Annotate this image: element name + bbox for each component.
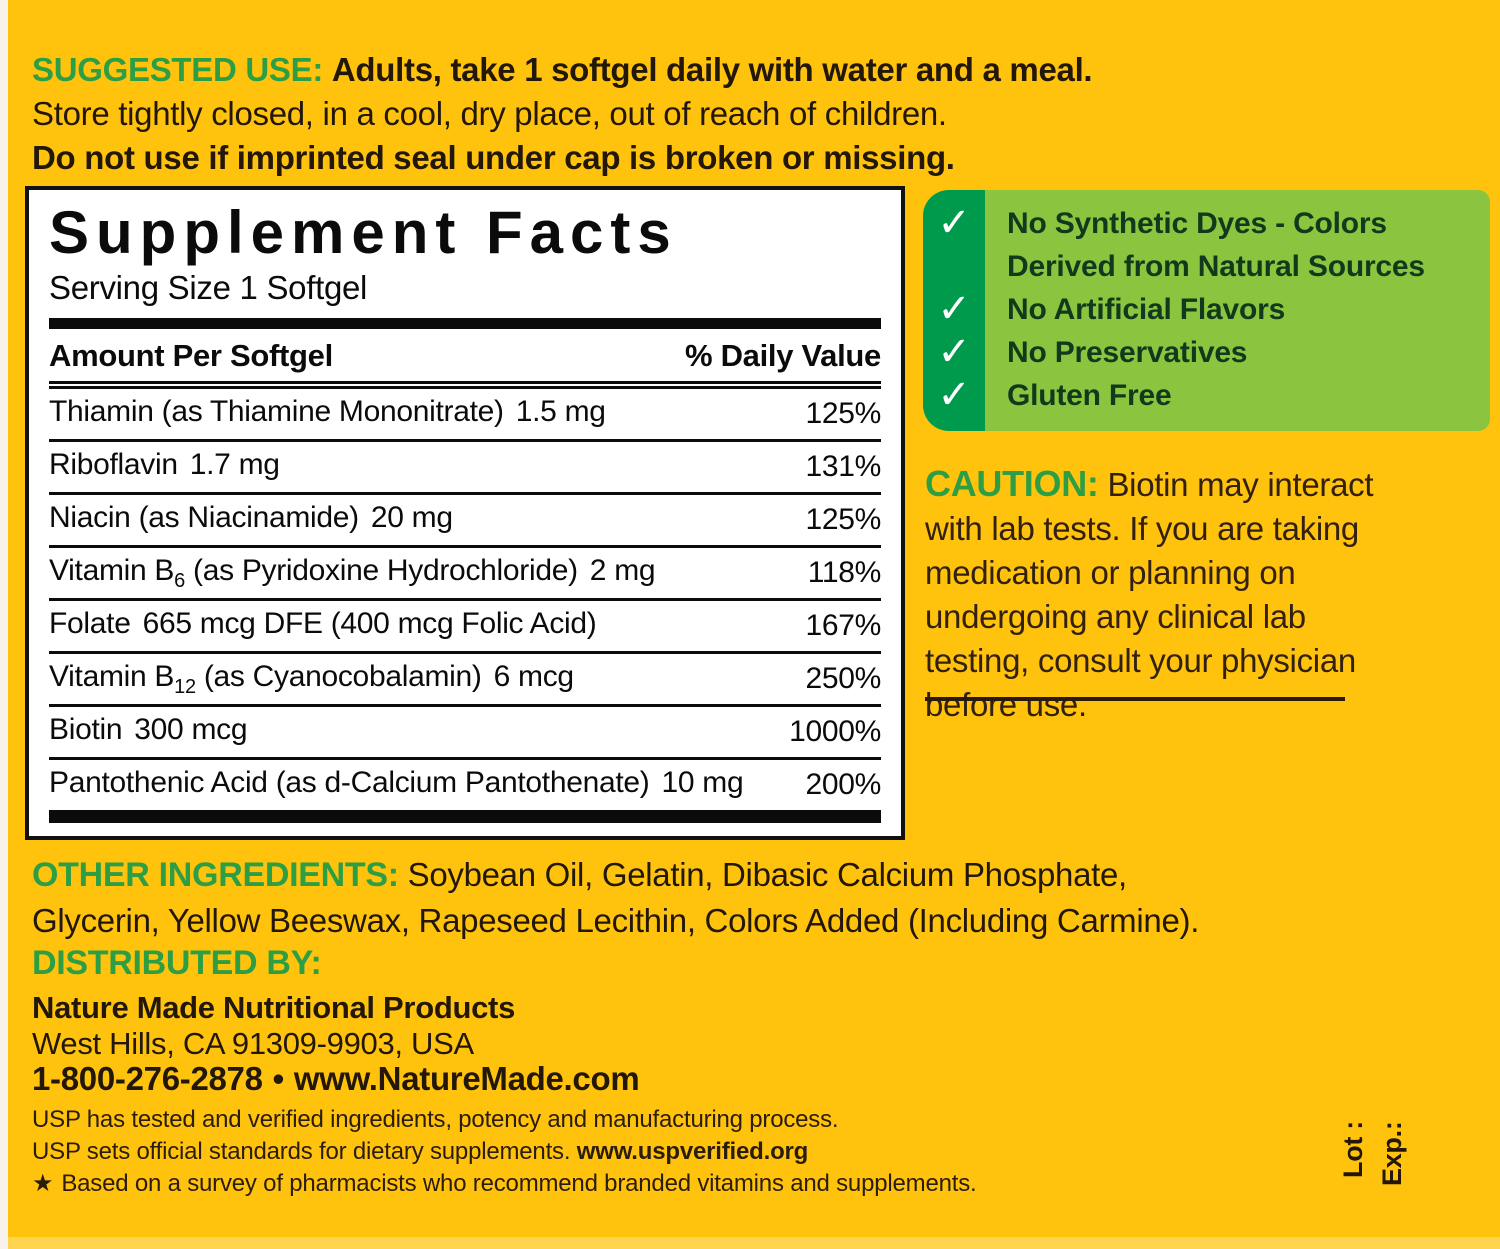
- daily-value: 250%: [805, 662, 881, 695]
- phone-number: 1-800-276-2878: [32, 1060, 263, 1097]
- benefit-label: No Artificial Flavors: [1007, 293, 1286, 326]
- checkmark-icon: ✓: [937, 330, 971, 374]
- table-row: Riboflavin 1.7 mg 131%: [49, 442, 881, 495]
- suggested-use-heading: SUGGESTED USE:: [32, 51, 324, 88]
- table-row: Thiamin (as Thiamine Mononitrate) 1.5 mg …: [49, 389, 881, 442]
- caution-block: CAUTION: Biotin may interact with lab te…: [925, 462, 1417, 727]
- caution-heading: CAUTION:: [925, 463, 1099, 504]
- nutrient-name: Vitamin B12 (as Cyanocobalamin) 6 mcg: [49, 659, 575, 698]
- benefit-label: Gluten Free: [1007, 379, 1172, 412]
- table-row: Pantothenic Acid (as d-Calcium Pantothen…: [49, 760, 881, 810]
- column-header-amount: Amount Per Softgel: [49, 338, 333, 373]
- website-url: www.NatureMade.com: [293, 1060, 640, 1097]
- nutrient-amount: 10 mg: [661, 765, 744, 799]
- company-address: West Hills, CA 91309-9903, USA: [32, 1026, 474, 1061]
- nutrient-name: Pantothenic Acid (as d-Calcium Pantothen…: [49, 765, 744, 799]
- table-row: Vitamin B6 (as Pyridoxine Hydrochloride)…: [49, 548, 881, 601]
- benefit-label: No Preservatives: [1007, 336, 1248, 369]
- daily-value: 125%: [805, 503, 881, 536]
- nutrient-amount: 1.7 mg: [189, 447, 280, 481]
- daily-value: 1000%: [789, 715, 881, 748]
- suggested-use-block: SUGGESTED USE: Adults, take 1 softgel da…: [32, 48, 1162, 180]
- nutrient-amount: 665 mcg DFE (400 mcg Folic Acid): [142, 606, 597, 640]
- nutrient-name: Folate 665 mcg DFE (400 mcg Folic Acid): [49, 606, 597, 640]
- distributed-by-heading: DISTRIBUTED BY:: [32, 944, 322, 982]
- caution-text: Biotin may interact with lab tests. If y…: [925, 466, 1374, 723]
- daily-value: 131%: [805, 450, 881, 483]
- suggested-use-text: Adults, take 1 softgel daily with water …: [331, 51, 1093, 88]
- nutrient-name: Riboflavin 1.7 mg: [49, 447, 280, 481]
- benefit-label: No Synthetic Dyes - Colors Derived from …: [1007, 207, 1425, 283]
- daily-value: 167%: [805, 609, 881, 642]
- benefits-panel: ✓ No Synthetic Dyes - Colors Derived fro…: [923, 190, 1490, 431]
- daily-value: 125%: [805, 397, 881, 430]
- checkmark-icon: ✓: [937, 373, 971, 417]
- daily-value: 118%: [807, 556, 882, 589]
- benefit-item: ✓ Gluten Free: [923, 374, 1490, 417]
- bottom-edge-strip: [8, 1237, 1500, 1249]
- exp-label: Exp.:: [1377, 1121, 1407, 1186]
- thick-rule-bottom: [49, 810, 881, 823]
- company-name: Nature Made Nutritional Products: [32, 990, 516, 1025]
- nutrient-name: Thiamin (as Thiamine Mononitrate) 1.5 mg: [49, 394, 606, 428]
- thick-rule: [49, 318, 881, 329]
- benefits-check-strip: [923, 190, 985, 431]
- serving-size: Serving Size 1 Softgel: [49, 269, 368, 306]
- suggested-use-line1: SUGGESTED USE: Adults, take 1 softgel da…: [32, 48, 1162, 92]
- usp-note-3: ★ Based on a survey of pharmacists who re…: [32, 1170, 977, 1197]
- storage-instructions: Store tightly closed, in a cool, dry pla…: [32, 95, 947, 132]
- nutrient-name: Niacin (as Niacinamide) 20 mg: [49, 500, 453, 534]
- other-ingredients-heading: OTHER INGREDIENTS:: [32, 856, 399, 894]
- nutrient-amount: 6 mcg: [493, 659, 575, 693]
- daily-value: 200%: [805, 768, 881, 801]
- seal-warning: Do not use if imprinted seal under cap i…: [32, 139, 955, 176]
- facts-column-headers: Amount Per Softgel % Daily Value: [49, 329, 881, 381]
- benefit-item: ✓ No Artificial Flavors: [923, 288, 1490, 331]
- bullet-icon: •: [272, 1060, 285, 1097]
- nutrient-name: Biotin 300 mcg: [49, 712, 248, 746]
- nutrient-amount: 2 mg: [589, 553, 656, 587]
- benefit-item: ✓ No Synthetic Dyes - Colors Derived fro…: [923, 202, 1490, 288]
- lot-label: Lot :: [1338, 1121, 1368, 1178]
- nutrient-name: Vitamin B6 (as Pyridoxine Hydrochloride)…: [49, 553, 656, 592]
- other-ingredients-text: Soybean Oil, Gelatin, Dibasic Calcium Ph…: [32, 856, 1200, 939]
- divider-rule: [925, 697, 1345, 701]
- usp-note-2: USP sets official standards for dietary …: [32, 1138, 809, 1165]
- table-row: Folate 665 mcg DFE (400 mcg Folic Acid) 1…: [49, 601, 881, 654]
- supplement-facts-panel: Supplement Facts Serving Size 1 Softgel …: [25, 186, 905, 840]
- nutrient-amount: 20 mg: [370, 500, 453, 534]
- table-row: Niacin (as Niacinamide) 20 mg 125%: [49, 495, 881, 548]
- benefit-item: ✓ No Preservatives: [923, 331, 1490, 374]
- checkmark-icon: ✓: [937, 287, 971, 331]
- double-rule: [49, 381, 881, 389]
- table-row: Biotin 300 mcg 1000%: [49, 707, 881, 760]
- column-header-daily-value: % Daily Value: [685, 338, 881, 373]
- checkmark-icon: ✓: [937, 201, 971, 245]
- contact-line: 1-800-276-2878 • www.NatureMade.com: [32, 1060, 640, 1098]
- other-ingredients-block: OTHER INGREDIENTS: Soybean Oil, Gelatin,…: [32, 852, 1202, 943]
- left-edge-strip: [0, 0, 8, 1249]
- facts-title: Supplement Facts: [49, 199, 678, 266]
- table-row: Vitamin B12 (as Cyanocobalamin) 6 mcg 250…: [49, 654, 881, 707]
- star-icon: ★: [32, 1170, 54, 1197]
- nutrient-amount: 1.5 mg: [515, 394, 606, 428]
- usp-note-1: USP has tested and verified ingredients,…: [32, 1106, 839, 1133]
- usp-notes: USP has tested and verified ingredients,…: [32, 1104, 1252, 1200]
- nutrient-amount: 300 mcg: [134, 712, 248, 746]
- uspverified-url: www.uspverified.org: [576, 1138, 809, 1165]
